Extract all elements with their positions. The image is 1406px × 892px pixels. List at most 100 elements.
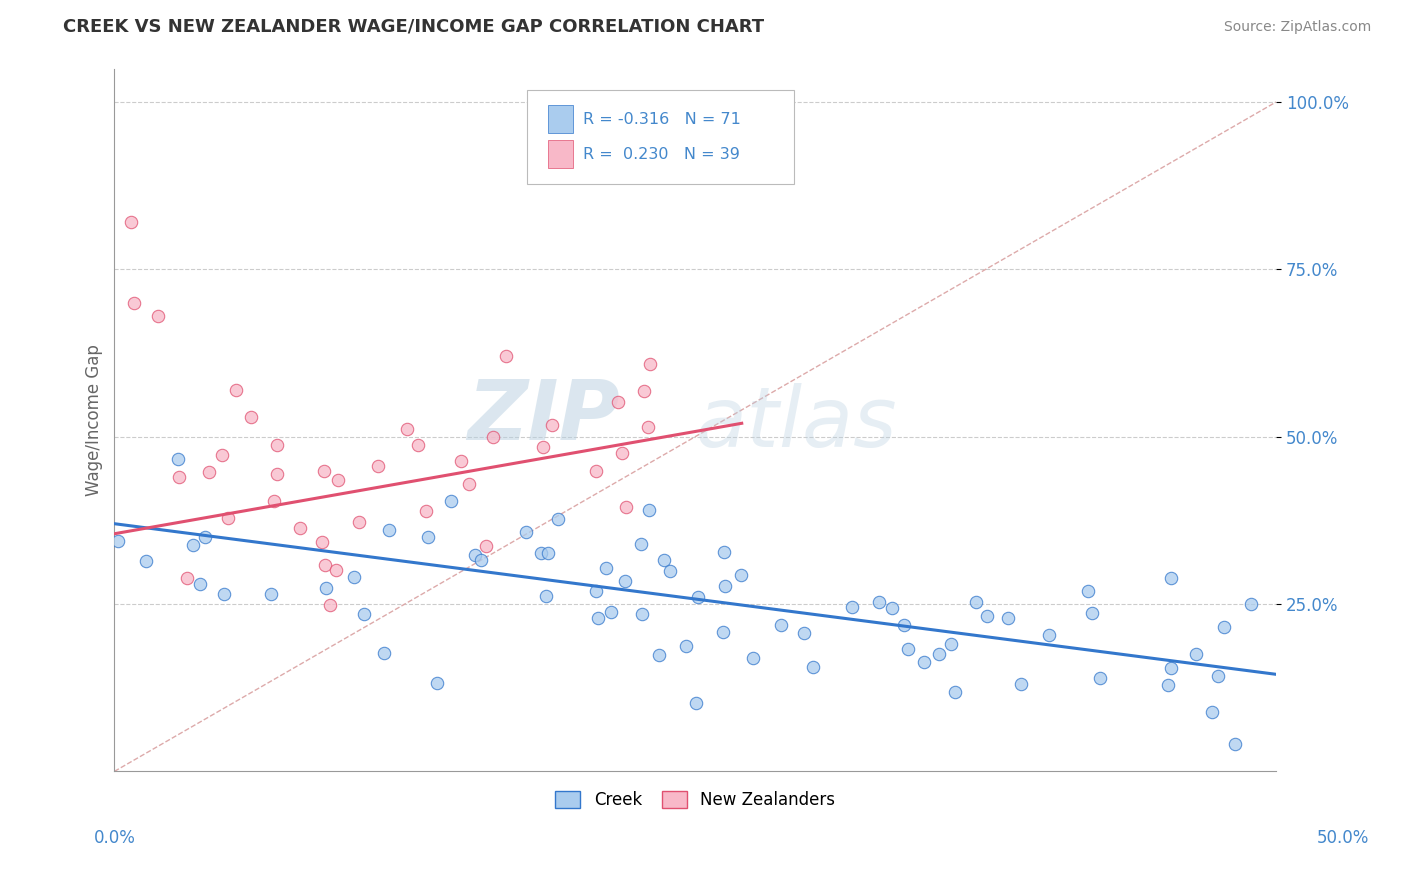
Text: ZIP: ZIP xyxy=(467,376,620,457)
Legend: Creek, New Zealanders: Creek, New Zealanders xyxy=(548,784,842,816)
Point xyxy=(547,512,569,526)
Point xyxy=(685,696,707,710)
Point xyxy=(124,295,146,310)
Point xyxy=(450,453,472,467)
Point xyxy=(793,626,815,640)
Point xyxy=(373,646,395,660)
Text: atlas: atlas xyxy=(695,383,897,464)
Point xyxy=(912,656,935,670)
Point xyxy=(188,577,211,591)
Point xyxy=(367,458,389,473)
Point xyxy=(146,309,169,323)
Point xyxy=(396,422,419,436)
Point xyxy=(638,502,661,516)
Point xyxy=(893,617,915,632)
Point xyxy=(713,545,735,559)
FancyBboxPatch shape xyxy=(548,140,574,169)
Point xyxy=(630,607,652,622)
Point xyxy=(711,624,734,639)
Point xyxy=(347,515,370,529)
Point xyxy=(266,438,288,452)
Point xyxy=(212,587,235,601)
Point xyxy=(659,564,682,578)
Point xyxy=(1185,647,1208,661)
Text: 50.0%: 50.0% xyxy=(1316,829,1369,847)
Point xyxy=(614,574,637,588)
Point xyxy=(378,523,401,537)
Point xyxy=(997,611,1019,625)
Point xyxy=(167,452,190,467)
Point xyxy=(353,607,375,621)
Point xyxy=(606,394,628,409)
Point xyxy=(415,504,437,518)
Point xyxy=(288,521,311,535)
Text: R =  0.230   N = 39: R = 0.230 N = 39 xyxy=(582,147,740,161)
Point xyxy=(1038,628,1060,642)
Point xyxy=(976,608,998,623)
Point xyxy=(515,524,537,539)
Point xyxy=(315,582,337,596)
Point xyxy=(260,587,283,601)
Point xyxy=(426,675,449,690)
Point xyxy=(343,570,366,584)
Point xyxy=(475,540,498,554)
Point xyxy=(675,639,697,653)
Point xyxy=(319,599,342,613)
Point xyxy=(1201,706,1223,720)
Point xyxy=(586,611,609,625)
Point xyxy=(495,350,517,364)
Point xyxy=(458,477,481,491)
Point xyxy=(686,590,709,604)
Point xyxy=(965,595,987,609)
Point xyxy=(217,511,239,525)
Point xyxy=(540,418,562,433)
Point xyxy=(311,534,333,549)
Point xyxy=(416,530,439,544)
Point xyxy=(633,384,655,399)
Y-axis label: Wage/Income Gap: Wage/Income Gap xyxy=(86,344,103,496)
Point xyxy=(595,560,617,574)
Point xyxy=(464,548,486,562)
Text: R = -0.316   N = 71: R = -0.316 N = 71 xyxy=(582,112,741,127)
Text: Source: ZipAtlas.com: Source: ZipAtlas.com xyxy=(1223,21,1371,34)
Point xyxy=(1081,606,1104,620)
Point xyxy=(1090,671,1112,685)
Point xyxy=(135,554,157,568)
Point xyxy=(240,409,263,424)
Point xyxy=(882,601,904,615)
Point xyxy=(181,538,204,552)
Point xyxy=(648,648,671,662)
Point xyxy=(470,553,492,567)
Point xyxy=(630,536,652,550)
Point xyxy=(769,618,792,632)
Point xyxy=(897,642,920,657)
FancyBboxPatch shape xyxy=(548,105,574,133)
Point xyxy=(841,600,863,615)
Point xyxy=(534,589,557,603)
Point xyxy=(314,558,336,573)
Point xyxy=(585,464,607,478)
Point xyxy=(312,464,335,478)
Point xyxy=(120,215,142,229)
Point xyxy=(945,685,967,699)
Point xyxy=(640,357,662,371)
Point xyxy=(176,570,198,584)
Text: CREEK VS NEW ZEALANDER WAGE/INCOME GAP CORRELATION CHART: CREEK VS NEW ZEALANDER WAGE/INCOME GAP C… xyxy=(63,17,765,35)
Point xyxy=(530,546,553,560)
Point xyxy=(585,584,607,599)
Point xyxy=(211,448,233,462)
Point xyxy=(1239,598,1261,612)
Point xyxy=(107,534,129,549)
Point xyxy=(406,438,429,452)
Point xyxy=(482,430,505,444)
Point xyxy=(1010,677,1032,691)
Text: 0.0%: 0.0% xyxy=(94,829,136,847)
Point xyxy=(801,660,824,674)
Point xyxy=(652,553,675,567)
Point xyxy=(194,530,217,544)
Point xyxy=(1213,620,1236,634)
Point xyxy=(730,567,752,582)
Point xyxy=(325,563,347,577)
Point xyxy=(1206,669,1229,683)
Point xyxy=(637,420,659,434)
